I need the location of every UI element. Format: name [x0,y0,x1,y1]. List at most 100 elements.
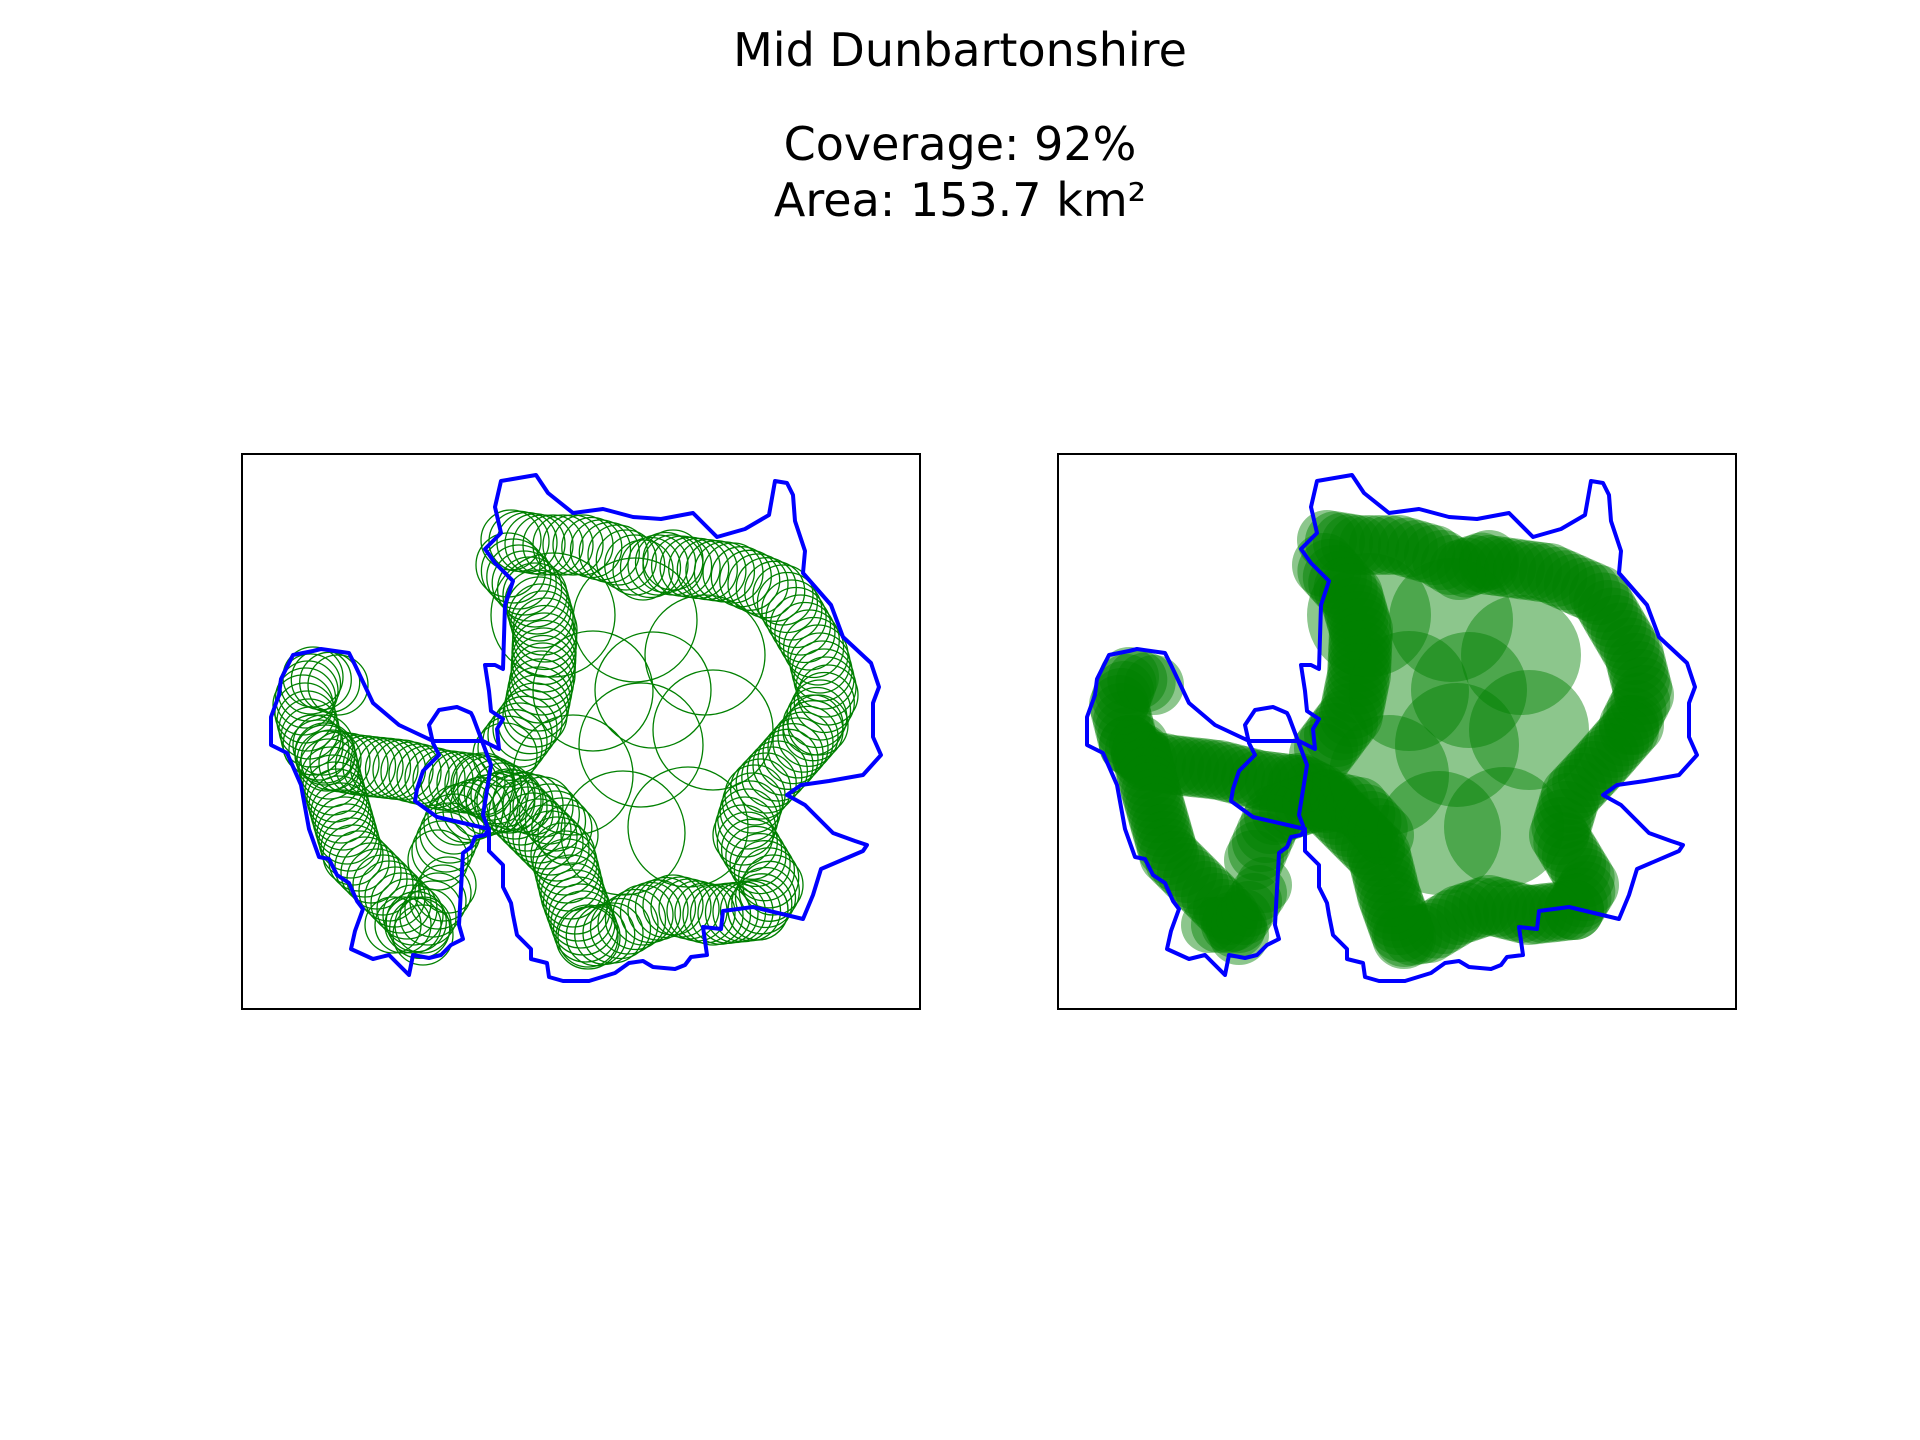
area-label: Area: 153.7 km² [773,173,1147,227]
coverage-circle [1399,903,1459,963]
coverage-circle [1608,641,1668,701]
coverage-circle [774,601,836,664]
coverage-circle [1569,735,1629,795]
coverage-circle [1552,753,1613,813]
coverage-circle [1111,725,1171,785]
coverage-circle [1166,737,1227,798]
coverage-circle [1537,819,1598,880]
coverage-circle [729,832,791,895]
coverage-circle [1329,715,1449,835]
coverage-circle [409,872,467,930]
coverage-circle [1469,670,1589,790]
coverage-circle [1612,657,1672,717]
coverage-circle [765,586,827,649]
coverage-circle [1377,517,1438,578]
coverage-circle [1313,557,1378,621]
coverage-circle [1579,723,1639,784]
coverage-circle [1535,550,1596,611]
coverage-circle [1484,538,1545,599]
coverage-circle [1175,861,1235,921]
coverage-circle [1313,512,1373,573]
coverage-circle [1115,652,1176,713]
coverage-circle [1519,543,1579,603]
coverage-circle [491,550,557,616]
coverage-circle [1574,729,1634,790]
coverage-circle [1117,747,1177,807]
coverage-circle [1302,545,1367,609]
coverage-circle [719,549,781,611]
coverage-circle [1604,695,1664,755]
coverage-circle [1311,787,1375,851]
coverage-circle [1461,595,1581,715]
coverage-circle [712,804,774,866]
coverage-circle [734,866,797,929]
coverage-circle [1349,831,1413,895]
coverage-circle [1411,632,1527,748]
coverage-circle [380,741,442,803]
coverage-circle [1282,773,1343,834]
coverage-circle [1382,905,1443,966]
coverage-circle [1269,755,1329,815]
coverage-circle [1499,885,1559,945]
coverage-circle [1095,699,1155,759]
coverage-circle [1099,715,1159,775]
coverage-circle [1236,857,1292,913]
coverage-circle [1091,683,1151,743]
coverage-circle [1273,756,1338,821]
coverage-circle [1527,546,1588,607]
coverage-circle [1355,855,1419,919]
coverage-circle [1563,741,1624,801]
coverage-circle [414,864,472,922]
coverage-circle [627,534,689,596]
coverage-circle [1606,680,1667,740]
coverage-circle [595,529,657,591]
coverage-circle [767,717,829,779]
coverage-circle [1121,762,1181,822]
coverage-circle [738,847,800,909]
coverage-circle [272,674,334,736]
coverage-circle [1089,675,1149,735]
coverage-circle [587,524,649,586]
coverage-circle [1372,905,1436,969]
coverage-circle [1459,535,1519,595]
coverage-circle [1362,877,1426,941]
coverage-circle [1590,602,1651,663]
coverage-circle [1193,879,1253,939]
coverage-circle [1191,897,1247,953]
coverage-circle [1144,735,1204,795]
coverage-circle [619,881,682,944]
coverage-circle [1145,831,1205,891]
coverage-circle [1201,897,1257,953]
coverage-circle [288,719,350,781]
coverage-circle [1369,515,1429,575]
coverage-circle [746,740,809,802]
coverage-circle [1329,805,1393,869]
coverage-circle [1309,696,1373,761]
coverage-circle [560,770,686,896]
coverage-circle [782,616,845,679]
coverage-circle [492,771,554,833]
coverage-circle [1097,707,1157,767]
coverage-circle [1395,522,1456,583]
coverage-circle [1582,587,1643,648]
coverage-circle [1221,881,1277,937]
coverage-circle [1467,877,1527,937]
coverage-circle [735,752,797,814]
coverage-circle [1610,672,1671,733]
coverage-circle [1115,739,1175,799]
coverage-circle [578,682,704,808]
coverage-circle [1386,520,1447,580]
coverage-circle [1329,777,1389,837]
coverage-circle [1216,889,1272,945]
coverage-circle [1124,655,1184,715]
coverage-circle [1137,818,1197,878]
coverage-circle [1436,537,1497,598]
coverage-circle [1604,625,1664,685]
coverage-circle [1321,513,1381,574]
coverage-circle [374,896,432,954]
coverage-circle [1577,580,1638,640]
coverage-circle [1421,889,1482,950]
coverage-circle [1126,731,1186,792]
coverage-circle [1325,651,1390,715]
coverage-circles-filled [1089,510,1674,969]
